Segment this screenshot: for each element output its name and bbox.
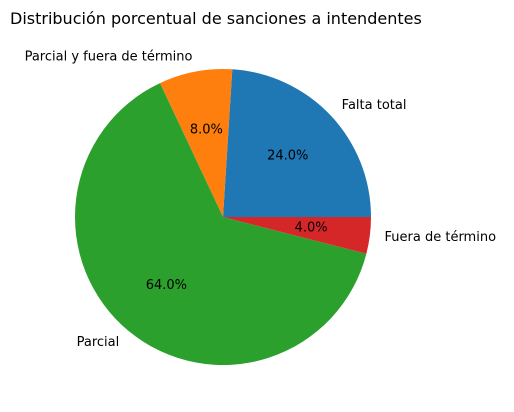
pie-pct-label-parcial-y-fuera-de-termino: 8.0%: [190, 122, 223, 137]
pie-category-label-parcial-y-fuera-de-termino: Parcial y fuera de término: [25, 50, 193, 65]
pie-pct-label-parcial: 64.0%: [146, 278, 187, 293]
pie-slice-fuera-de-termino: [223, 217, 371, 254]
pie-slice-falta-total: [223, 69, 371, 217]
pie-category-label-falta-total: Falta total: [342, 98, 407, 113]
chart-title: Distribución porcentual de sanciones a i…: [10, 9, 422, 28]
pie-category-label-fuera-de-termino: Fuera de término: [385, 230, 497, 245]
pie-slice-parcial-y-fuera-de-termino: [159, 69, 233, 217]
pie-pct-label-falta-total: 24.0%: [267, 149, 308, 164]
pie-slice-parcial: [74, 83, 367, 365]
pie-pct-label-fuera-de-termino: 4.0%: [295, 221, 328, 236]
pie-slices: [74, 69, 371, 365]
pie-category-label-parcial: Parcial: [77, 335, 120, 350]
pie-labels: 24.0% Falta total 8.0% Parcial y fuera de t…: [25, 50, 496, 350]
